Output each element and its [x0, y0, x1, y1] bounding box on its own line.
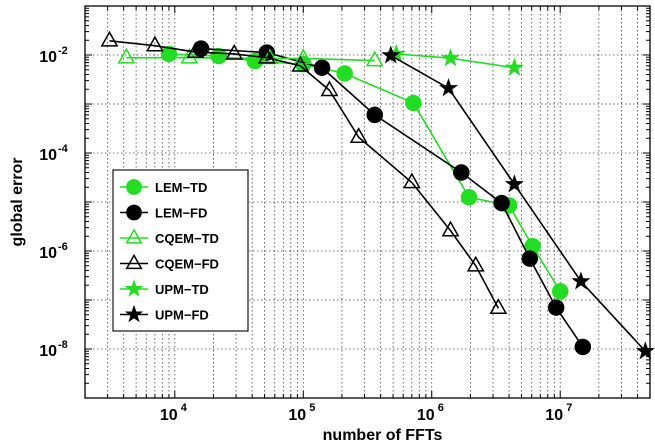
- data-point: [180, 47, 199, 64]
- data-point: [440, 48, 461, 67]
- x-axis-label: number of FFTs: [323, 427, 443, 444]
- data-point: [349, 127, 368, 144]
- legend-label: UPM−FD: [155, 308, 209, 323]
- x-tick-exponent: 6: [438, 402, 444, 414]
- y-tick-label: 10: [39, 147, 57, 164]
- data-point: [635, 341, 655, 360]
- data-point: [100, 30, 119, 47]
- legend-item: CQEM−TD: [120, 228, 219, 246]
- legend-item: CQEM−FD: [120, 253, 219, 272]
- data-point: [225, 43, 244, 60]
- legend-item: LEM−FD: [120, 204, 207, 221]
- data-point: [291, 55, 310, 72]
- data-point: [489, 298, 508, 315]
- legend-label: LEM−FD: [155, 206, 207, 221]
- y-tick-exponent: -8: [58, 339, 68, 351]
- y-tick-label: 10: [39, 245, 57, 262]
- y-tick-exponent: -4: [58, 143, 69, 155]
- legend-label: CQEM−TD: [155, 231, 219, 246]
- series-4: [100, 30, 508, 315]
- data-point: [441, 220, 460, 237]
- legend-item: UPM−FD: [120, 304, 209, 323]
- legend-label: UPM−TD: [155, 282, 209, 297]
- legend: LEM−TD LEM−FD CQEM−TD CQEM−FD UPM−TD UPM−FD: [112, 169, 249, 332]
- x-tick-exponent: 4: [181, 402, 188, 414]
- data-point: [547, 299, 565, 316]
- x-tick-label: 10: [545, 407, 563, 424]
- x-tick-label: 10: [417, 407, 435, 424]
- legend-marker: [125, 253, 143, 270]
- axes: 10 4 10 5 10 6 10 710 -210 -410 -610 -8: [39, 6, 650, 424]
- series-layer: [100, 30, 655, 360]
- series-6: [381, 45, 655, 360]
- x-tick-exponent: 5: [309, 402, 315, 414]
- data-point: [504, 57, 524, 76]
- data-point: [453, 164, 470, 181]
- legend-marker: [126, 179, 142, 195]
- data-point: [313, 59, 331, 76]
- y-tick-exponent: -6: [58, 241, 68, 253]
- series-5: [386, 43, 524, 76]
- series-line: [109, 39, 500, 309]
- data-point: [402, 172, 421, 189]
- x-tick-exponent: 7: [566, 402, 572, 414]
- data-point: [493, 194, 510, 212]
- data-point: [571, 271, 591, 290]
- data-point: [460, 189, 478, 206]
- data-point: [574, 338, 592, 356]
- data-point: [466, 255, 485, 272]
- data-point: [551, 283, 569, 300]
- data-point: [405, 94, 422, 112]
- legend-label: LEM−TD: [155, 180, 207, 195]
- legend-item: UPM−TD: [120, 279, 209, 297]
- legend-box: [112, 169, 249, 332]
- legend-marker: [124, 279, 144, 297]
- y-tick-label: 10: [39, 49, 57, 66]
- data-point: [366, 106, 383, 124]
- legend-label: CQEM−FD: [155, 257, 219, 272]
- y-tick-label: 10: [39, 343, 57, 360]
- data-point: [117, 47, 136, 64]
- y-tick-exponent: -2: [58, 45, 68, 57]
- legend-marker: [126, 204, 142, 221]
- x-tick-label: 10: [288, 407, 306, 424]
- data-point: [336, 65, 353, 82]
- data-point: [320, 80, 339, 97]
- x-tick-label: 10: [160, 407, 178, 424]
- data-point: [381, 45, 401, 64]
- series-2: [192, 40, 592, 356]
- data-point: [186, 41, 205, 58]
- data-point: [257, 47, 276, 64]
- y-axis-label: global error: [9, 158, 26, 247]
- data-point: [521, 250, 539, 267]
- data-point: [504, 174, 524, 193]
- legend-marker: [125, 228, 143, 244]
- legend-item: LEM−TD: [120, 179, 207, 195]
- data-point: [438, 78, 459, 97]
- data-point: [365, 50, 384, 67]
- data-point: [210, 47, 228, 65]
- legend-marker: [124, 304, 144, 323]
- data-point: [145, 35, 164, 52]
